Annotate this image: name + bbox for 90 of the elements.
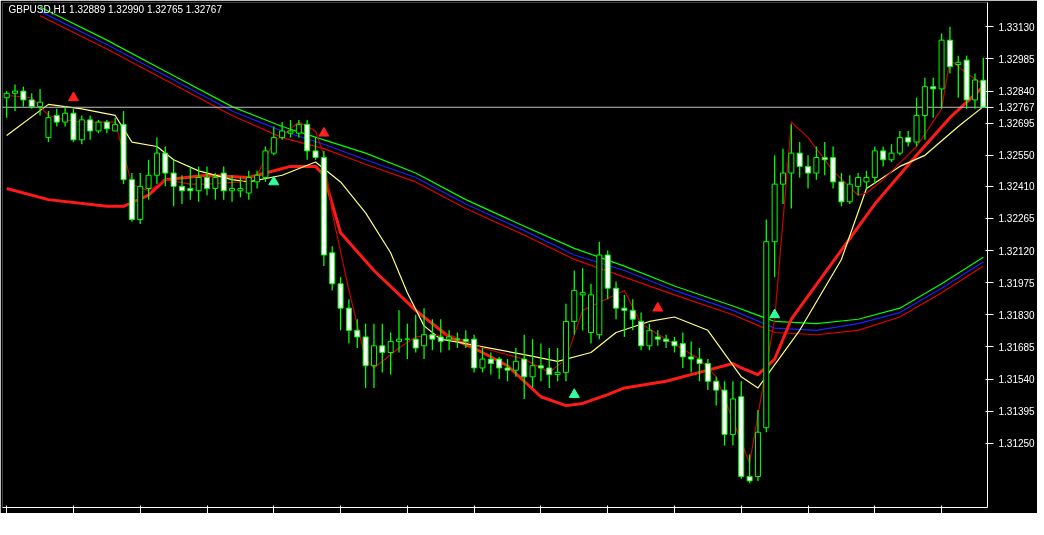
candlestick [813, 145, 820, 181]
point [769, 308, 781, 319]
candlestick [955, 55, 962, 99]
y-tick-label: 1.31540 [998, 374, 1036, 386]
candlestick [479, 347, 486, 374]
y-tick-label: 1.31250 [998, 438, 1036, 450]
candlestick [345, 298, 352, 345]
candlestick [87, 114, 94, 141]
candlestick [220, 165, 227, 201]
candlestick [62, 105, 69, 128]
candlestick [779, 148, 786, 205]
y-tick-label: 1.31685 [998, 341, 1036, 353]
candlestick [312, 136, 319, 161]
y-tick-label: 1.32265 [998, 213, 1036, 225]
candlestick [237, 176, 244, 199]
candlestick [379, 323, 386, 374]
candlestick [796, 141, 803, 179]
y-tick-label: 1.31975 [998, 277, 1036, 289]
candlestick [646, 323, 653, 351]
candlestick [746, 453, 753, 484]
candlestick [178, 174, 185, 205]
candlestick [212, 172, 219, 201]
candlestick [621, 294, 628, 338]
candlestick [838, 172, 845, 207]
point [268, 175, 280, 186]
candlestick [971, 72, 978, 110]
candlestick [537, 342, 544, 382]
candlestick [396, 309, 403, 354]
candlestick [170, 159, 177, 207]
candlestick [20, 86, 27, 108]
candlestick [855, 172, 862, 196]
candlestick [896, 130, 903, 156]
candlestick [704, 358, 711, 391]
candlestick [688, 340, 695, 374]
candlestick [229, 174, 236, 203]
candlestick [187, 165, 194, 201]
candlestick [629, 298, 636, 331]
y-tick-label: 1.32550 [998, 150, 1036, 162]
candlestick [487, 351, 494, 376]
candlestick [696, 347, 703, 382]
point [652, 301, 664, 312]
candlestick [554, 347, 561, 382]
candlestick [846, 174, 853, 205]
candlestick [679, 331, 686, 369]
candlestick [805, 154, 812, 190]
candlestick [504, 358, 511, 382]
candlestick [45, 110, 52, 143]
candlestick [663, 334, 670, 349]
candlestick [512, 347, 519, 378]
candlestick [613, 280, 620, 320]
candlestick [788, 123, 795, 210]
candlestick [437, 318, 444, 354]
y-tick-label: 1.32120 [998, 245, 1036, 257]
candlestick [880, 145, 887, 168]
y-tick-label: 1.32985 [998, 53, 1036, 65]
candlestick [446, 329, 453, 351]
candlestick [195, 165, 202, 203]
point [67, 91, 79, 102]
y-tick-label: 1.31830 [998, 309, 1036, 321]
candlestick [421, 307, 428, 360]
candlestick [270, 125, 277, 156]
candlestick [245, 170, 252, 201]
y-tick-label: 1.31395 [998, 406, 1036, 418]
y-tick-label: 1.33130 [998, 21, 1036, 33]
y-tick-label: 1.32695 [998, 118, 1036, 130]
y-tick-label: 1.32840 [998, 86, 1036, 98]
point [568, 388, 580, 398]
candlestick [521, 334, 528, 400]
candlestick [529, 338, 536, 389]
point [318, 126, 330, 137]
candlestick [78, 114, 85, 145]
candlestick [713, 376, 720, 407]
candlestick [354, 318, 361, 349]
candlestick [387, 331, 394, 376]
candlestick [930, 77, 937, 119]
candlestick [37, 88, 44, 117]
y-tick-label: 1.32410 [998, 181, 1036, 193]
candlestick [429, 318, 436, 351]
candlestick [496, 356, 503, 380]
candlestick [153, 136, 160, 185]
candlestick [546, 347, 553, 389]
candlestick [162, 145, 169, 187]
candlestick [145, 159, 152, 201]
candlestick [821, 141, 828, 176]
candlestick [204, 165, 211, 196]
candlestick [412, 314, 419, 354]
candlestick [12, 83, 19, 112]
ref-line-label: 1.32767 [998, 102, 1036, 114]
candlestick [370, 323, 377, 389]
candlestick [579, 267, 586, 331]
